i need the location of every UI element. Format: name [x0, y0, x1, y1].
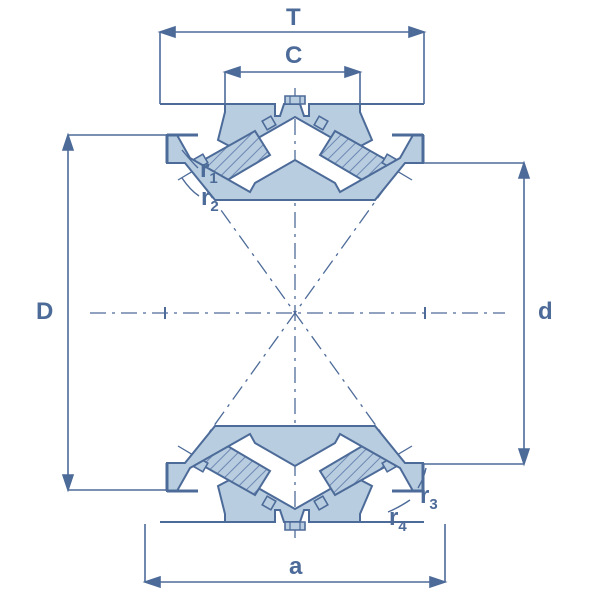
label-r4: r4: [389, 506, 407, 534]
bottom-section: [160, 426, 424, 530]
label-r2: r2: [201, 186, 219, 214]
label-d: d: [538, 300, 553, 324]
axis-group: [90, 88, 505, 540]
label-r1: r1: [200, 158, 218, 186]
label-a: a: [289, 555, 302, 579]
label-C: C: [285, 44, 302, 68]
label-T: T: [286, 6, 301, 30]
label-D: D: [36, 300, 53, 324]
label-r3: r3: [420, 484, 438, 512]
bearing-diagram-svg: [0, 0, 600, 600]
